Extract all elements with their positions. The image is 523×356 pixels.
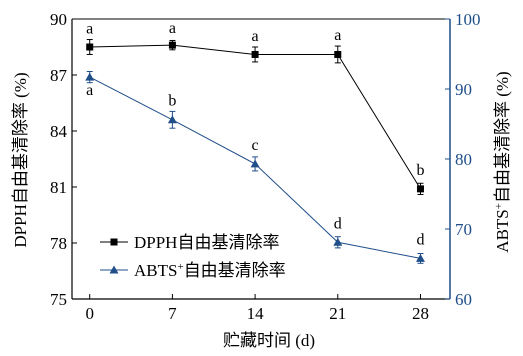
x-tick-label: 7: [168, 304, 177, 323]
plot-area: 0 7 14 21 28 75 78 81 84 87 90 60 70 80 90 100 a a a a b a b c d…: [50, 10, 481, 323]
right-y-tick-label: 80: [455, 150, 472, 169]
x-tick-label: 0: [85, 304, 94, 323]
right-y-tick-label: 90: [455, 80, 472, 99]
legend-abts-marker: [109, 265, 119, 274]
left-y-tick-label: 84: [50, 122, 68, 141]
abts-significance-label: c: [252, 137, 259, 154]
right-y-tick-label: 60: [455, 290, 472, 309]
abts-significance-label: d: [416, 231, 424, 248]
legend-abts-label-sup: +: [177, 261, 183, 273]
dpph-marker: [86, 43, 94, 51]
legend-abts-label-prefix: ABTS: [134, 261, 177, 280]
x-axis-label: 贮藏时间 (d): [223, 331, 315, 350]
right-y-tick-label: 70: [455, 220, 472, 239]
x-tick-label: 28: [412, 304, 429, 323]
abts-marker: [85, 72, 95, 81]
dpph-marker: [168, 41, 176, 49]
right-y-tick-label: 100: [455, 10, 481, 29]
dpph-marker: [334, 50, 342, 58]
right-y-axis-label-suffix: 自由基清除率 (%): [493, 71, 512, 203]
right-y-axis-label-prefix: ABTS: [493, 209, 512, 252]
left-y-tick-label: 87: [50, 66, 68, 85]
legend-dpph-marker: [110, 238, 118, 246]
left-y-tick-label: 78: [50, 234, 67, 253]
dpph-marker: [251, 50, 259, 58]
left-y-tick-label: 75: [50, 290, 67, 309]
abts-marker: [333, 237, 343, 246]
left-y-axis-label: DPPH自由基清除率 (%): [11, 72, 30, 247]
dpph-significance-label: a: [86, 21, 93, 38]
dpph-significance-label: a: [334, 27, 341, 44]
left-y-tick-label: 90: [50, 10, 67, 29]
dpph-significance-label: a: [252, 28, 259, 45]
legend-abts-label: ABTS+自由基清除率: [134, 261, 286, 280]
legend-abts-label-suffix: 自由基清除率: [184, 261, 286, 280]
legend-dpph-label: DPPH自由基清除率: [134, 233, 279, 252]
dpph-marker: [416, 185, 424, 193]
dpph-significance-label: b: [416, 162, 424, 179]
abts-significance-label: b: [168, 92, 176, 109]
right-y-axis-label-sup: +: [493, 203, 505, 209]
right-y-axis-label: ABTS+自由基清除率 (%): [493, 71, 512, 252]
abts-marker: [415, 253, 425, 262]
abts-significance-label: d: [334, 215, 342, 232]
abts-marker: [250, 159, 260, 168]
x-tick-label: 14: [247, 304, 265, 323]
legend: DPPH自由基清除率 ABTS+自由基清除率: [100, 233, 286, 280]
x-tick-label: 21: [329, 304, 346, 323]
abts-significance-label: a: [86, 82, 93, 99]
left-y-tick-label: 81: [50, 178, 67, 197]
abts-marker: [167, 115, 177, 124]
dpph-significance-label: a: [169, 20, 176, 37]
